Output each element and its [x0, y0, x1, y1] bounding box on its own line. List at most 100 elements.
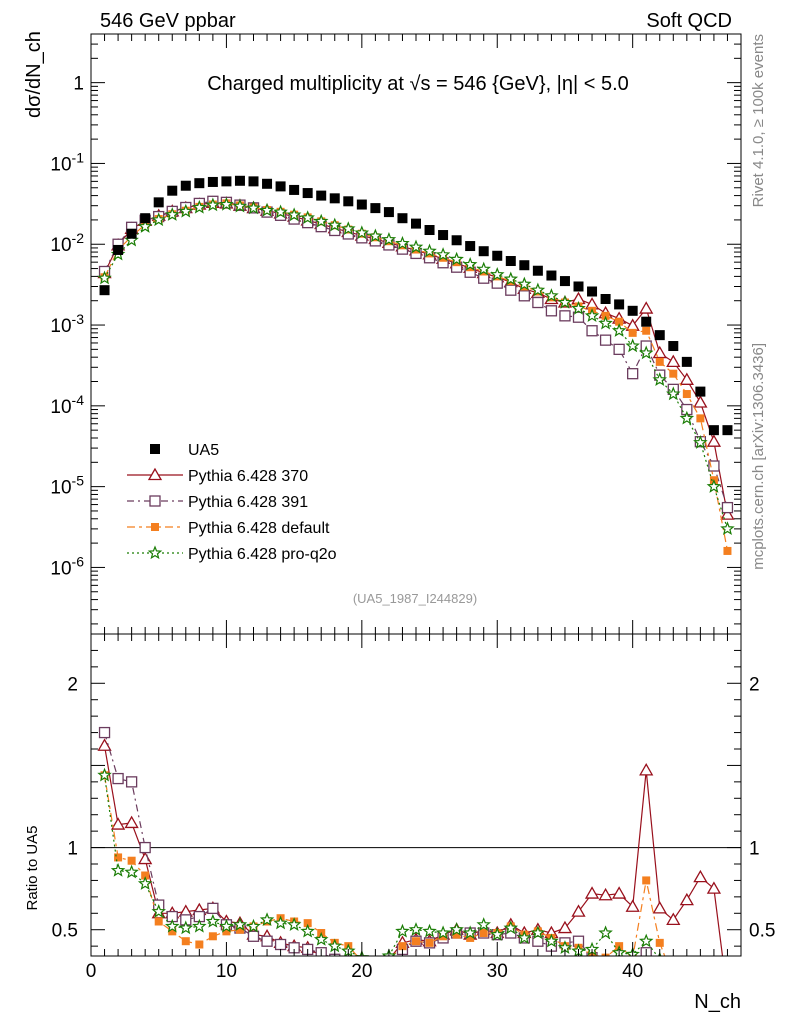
point-pythia-6-428-370: [706, 434, 722, 447]
data-point-ua5: [438, 230, 449, 241]
ratio-point-pythia-6-428-370: [679, 892, 694, 906]
ratio-point-pythia-6-428-391: [112, 772, 124, 785]
data-point-ua5: [397, 213, 408, 224]
ratio-ylabel: Ratio to UA5: [24, 825, 41, 910]
ratio-point-pythia-6-428-370: [666, 912, 681, 926]
ratio-point-pythia-6-428-default: [195, 940, 204, 949]
point-pythia-6-428-391: [545, 305, 558, 317]
ratio-point-pythia-6-428-370: [639, 763, 654, 776]
point-pythia-6-428-pro-q2o: [205, 197, 221, 212]
x-tick-label: 20: [351, 961, 372, 982]
analysis-tag: (UA5_1987_I244829): [353, 591, 477, 606]
ratio-point-pythia-6-428-370: [625, 899, 640, 912]
point-pythia-6-428-pro-q2o: [395, 235, 410, 250]
legend-marker: [147, 467, 163, 481]
point-pythia-6-428-pro-q2o: [300, 210, 315, 225]
data-point-ua5: [641, 316, 652, 327]
point-pythia-6-428-370: [666, 354, 681, 368]
point-pythia-6-428-pro-q2o: [341, 221, 356, 236]
data-point-ua5: [532, 265, 543, 276]
ratio-tick-label-right: 2: [749, 674, 760, 695]
ratio-tick-label: 2: [67, 674, 78, 695]
legend-entry: Pythia 6.428 pro-q2o: [127, 545, 337, 563]
ratio-point-pythia-6-428-default: [141, 871, 150, 880]
point-pythia-6-428-pro-q2o: [219, 196, 234, 211]
point-pythia-6-428-pro-q2o: [408, 239, 424, 254]
ratio-point-pythia-6-428-391: [207, 902, 219, 915]
point-pythia-6-428-pro-q2o: [422, 243, 437, 258]
data-point-ua5: [546, 270, 557, 281]
data-point-ua5: [329, 193, 340, 204]
point-pythia-6-428-391: [627, 368, 639, 380]
ratio-point-pythia-6-428-pro-q2o: [97, 767, 112, 782]
data-point-ua5: [343, 196, 354, 207]
data-point-ua5: [194, 178, 205, 189]
ratio-point-pythia-6-428-pro-q2o: [219, 918, 234, 933]
point-pythia-6-428-pro-q2o: [503, 271, 519, 286]
point-pythia-6-428-default: [696, 414, 705, 423]
point-pythia-6-428-default: [615, 317, 624, 326]
ratio-point-pythia-6-428-pro-q2o: [544, 933, 559, 948]
ratio-point-pythia-6-428-pro-q2o: [327, 938, 343, 953]
y-tick-label: 1: [73, 74, 84, 95]
data-point-ua5: [126, 228, 137, 239]
ratio-point-pythia-6-428-391: [261, 935, 273, 947]
data-point-ua5: [668, 341, 679, 352]
legend-entry: Pythia 6.428 370: [127, 467, 308, 485]
point-pythia-6-428-pro-q2o: [286, 207, 302, 222]
point-pythia-6-428-pro-q2o: [435, 247, 451, 261]
ratio-point-pythia-6-428-pro-q2o: [422, 923, 437, 938]
data-point-ua5: [302, 188, 313, 199]
point-pythia-6-428-391: [721, 501, 734, 514]
ratio-point-pythia-6-428-default: [181, 937, 190, 946]
point-pythia-6-428-pro-q2o: [598, 315, 613, 330]
ratio-point-pythia-6-428-370: [652, 901, 667, 914]
point-pythia-6-428-391: [572, 311, 585, 323]
data-point-ua5: [411, 218, 421, 229]
data-point-ua5: [505, 256, 516, 267]
ratio-point-pythia-6-428-pro-q2o: [503, 920, 519, 935]
ratio-point-pythia-6-428-pro-q2o: [205, 913, 221, 928]
legend-entry: Pythia 6.428 391: [127, 494, 308, 511]
ratio-point-pythia-6-428-370: [584, 886, 600, 899]
ratio-point-pythia-6-428-default: [154, 917, 163, 926]
ratio-point-pythia-6-428-pro-q2o: [462, 925, 478, 940]
ratio-point-pythia-6-428-pro-q2o: [286, 917, 302, 931]
point-pythia-6-428-pro-q2o: [327, 217, 343, 232]
rivet-label: Rivet 4.1.0, ≥ 100k events: [750, 34, 767, 207]
point-pythia-6-428-370: [693, 395, 708, 408]
ratio-point-pythia-6-428-pro-q2o: [408, 922, 424, 936]
data-point-ua5: [248, 176, 259, 187]
data-point-ua5: [681, 356, 692, 367]
legend-label: Pythia 6.428 370: [188, 468, 308, 485]
point-pythia-6-428-391: [518, 290, 530, 302]
data-point-ua5: [478, 246, 489, 257]
ratio-point-pythia-6-428-370: [598, 887, 613, 901]
ratio-point-pythia-6-428-pro-q2o: [178, 920, 194, 935]
ratio-point-pythia-6-428-370: [706, 881, 722, 894]
data-point-ua5: [465, 241, 476, 252]
ratio-point-pythia-6-428-pro-q2o: [110, 862, 126, 877]
data-point-ua5: [153, 197, 164, 208]
ratio-point-pythia-6-428-370: [110, 817, 126, 830]
ratio-point-pythia-6-428-pro-q2o: [598, 925, 613, 940]
data-point-ua5: [180, 180, 191, 191]
data-point-ua5: [654, 330, 665, 341]
point-pythia-6-428-default: [642, 326, 651, 335]
point-pythia-6-428-pro-q2o: [517, 276, 532, 291]
point-pythia-6-428-pro-q2o: [192, 199, 207, 214]
point-pythia-6-428-pro-q2o: [638, 345, 654, 360]
point-pythia-6-428-pro-q2o: [259, 202, 275, 217]
data-point-ua5: [113, 244, 124, 255]
y-tick-label: 10-6: [50, 553, 84, 579]
ratio-point-pythia-6-428-pro-q2o: [517, 930, 532, 945]
data-point-ua5: [600, 294, 611, 305]
point-pythia-6-428-pro-q2o: [666, 386, 681, 401]
ratio-point-pythia-6-428-370: [124, 815, 139, 829]
ratio-point-pythia-6-428-default: [168, 927, 177, 936]
point-pythia-6-428-default: [669, 369, 678, 378]
legend-label: Pythia 6.428 default: [188, 520, 330, 537]
point-pythia-6-428-pro-q2o: [557, 294, 573, 309]
point-pythia-6-428-pro-q2o: [449, 251, 464, 266]
data-point-ua5: [262, 178, 273, 189]
